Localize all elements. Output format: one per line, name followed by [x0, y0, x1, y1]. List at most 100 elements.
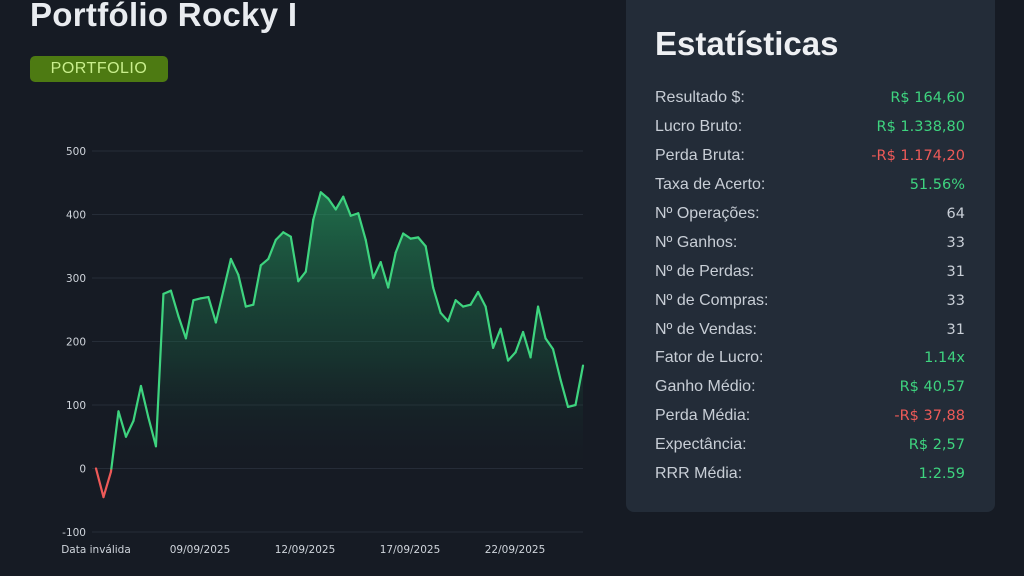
y-axis-ticks: 500 400 300 200 100 0 -100 [62, 146, 86, 539]
equity-line-segment [297, 270, 307, 283]
equity-line-segment [387, 251, 397, 289]
stat-row: Taxa de Acerto: 51.56% [655, 171, 965, 200]
equity-series [94, 191, 585, 499]
equity-line-segment [117, 410, 128, 438]
equity-line-segment [199, 295, 210, 300]
equity-line-segment [566, 403, 577, 409]
equity-line-segment [424, 245, 435, 289]
stat-label: Taxa de Acerto: [655, 176, 766, 194]
stat-row: Resultado $: R$ 164,60 [655, 84, 965, 113]
equity-line-segment [244, 303, 255, 308]
stat-label: Nº Ganhos: [655, 233, 738, 251]
y-tick-label: 200 [66, 337, 86, 349]
stat-row: Nº Ganhos: 33 [655, 228, 965, 257]
stat-value: R$ 2,57 [908, 437, 965, 454]
equity-chart: 500 400 300 200 100 0 -100 Data inválida 09/09/… [0, 120, 610, 576]
equity-area-fill [96, 192, 583, 469]
y-tick-label: 0 [79, 464, 86, 476]
equity-line-segment [394, 232, 405, 254]
equity-line-segment [417, 236, 427, 248]
equity-line-segment [334, 195, 345, 211]
equity-line-segment [132, 384, 143, 422]
equity-line-segment [229, 257, 240, 276]
x-tick-label: 17/09/2025 [380, 544, 441, 556]
y-tick-label: 400 [66, 210, 86, 222]
stat-value: -R$ 1.174,20 [871, 148, 965, 165]
stat-row: Fator de Lucro: 1.14x [655, 344, 965, 373]
equity-line-segment [432, 286, 442, 315]
stat-value: 64 [946, 206, 965, 222]
y-tick-label: 500 [66, 146, 86, 158]
stat-row: Perda Bruta: -R$ 1.174,20 [655, 142, 965, 171]
equity-line-segment [372, 261, 382, 280]
stat-row: Nº de Compras: 33 [655, 286, 965, 315]
equity-line-segment [342, 195, 352, 217]
page-title: Portfólio Rocky I [30, 0, 298, 33]
equity-line-segment [267, 238, 277, 261]
equity-line-segment [469, 290, 480, 306]
x-tick-label: 12/09/2025 [275, 544, 336, 556]
equity-chart-svg: 500 400 300 200 100 0 -100 Data inválida 09/09/… [61, 146, 585, 556]
stat-value: 31 [946, 263, 965, 280]
equity-line-segment [259, 257, 270, 267]
equity-line-segment [559, 378, 570, 409]
stat-value: R$ 40,57 [899, 379, 965, 396]
stat-value: 33 [946, 234, 965, 251]
equity-line-segment [102, 470, 113, 499]
equity-line-segment [154, 292, 165, 448]
stat-label: Resultado $: [655, 89, 745, 107]
x-tick-label: 09/09/2025 [170, 544, 231, 556]
equity-line-segment [544, 337, 555, 351]
equity-line-segment [177, 315, 188, 340]
y-tick-label: 300 [66, 273, 86, 285]
equity-line-segment [462, 303, 472, 308]
equity-line-segment [319, 191, 330, 200]
equity-line-segment [289, 235, 300, 283]
equity-line-segment [237, 273, 247, 308]
equity-line-segment [252, 264, 262, 306]
equity-line-segment [379, 261, 390, 289]
stat-row: Nº de Vendas: 31 [655, 315, 965, 344]
stat-row: Perda Média: -R$ 37,88 [655, 402, 965, 431]
stat-label: Nº Operações: [655, 205, 760, 222]
equity-line-segment [110, 410, 120, 470]
equity-line-segment [514, 330, 525, 354]
stat-value: 31 [946, 321, 965, 338]
stat-label: RRR Média: [655, 465, 743, 483]
equity-line-segment [454, 299, 465, 308]
stat-label: Expectância: [655, 436, 747, 454]
equity-line-segment [521, 330, 532, 359]
equity-line-segment [147, 416, 158, 448]
y-tick-label: 100 [66, 400, 86, 412]
y-tick-label: -100 [62, 527, 86, 539]
equity-line-segment [447, 299, 457, 323]
stat-value: R$ 164,60 [890, 90, 965, 107]
equity-line-segment [274, 231, 285, 242]
stat-label: Lucro Bruto: [655, 118, 743, 136]
stats-title: Estatísticas [655, 25, 839, 62]
equity-line-segment [124, 419, 135, 438]
equity-line-segment [551, 348, 562, 381]
equity-line-segment [499, 327, 510, 362]
stat-row: RRR Média: 1:2.59 [655, 460, 965, 489]
equity-line-segment [162, 289, 173, 295]
equity-line-segment [491, 327, 502, 349]
stat-label: Nº de Compras: [655, 291, 769, 309]
stat-value: 1:2.59 [918, 466, 965, 483]
equity-line-segment [409, 236, 420, 240]
portfolio-badge[interactable]: PORTFOLIO [30, 56, 168, 82]
stat-row: Expectância: R$ 2,57 [655, 431, 965, 460]
stat-label: Nº de Vendas: [655, 320, 757, 338]
equity-line-segment [312, 191, 322, 221]
stat-value: -R$ 37,88 [894, 408, 965, 425]
stat-value: 51.56% [909, 177, 965, 194]
equity-line-segment [484, 305, 495, 349]
equity-line-segment [327, 197, 337, 211]
stat-row: Nº Operações: 64 [655, 200, 965, 229]
equity-line-segment [139, 384, 150, 419]
equity-line-segment [357, 212, 367, 242]
stat-row: Lucro Bruto: R$ 1.338,80 [655, 113, 965, 142]
equity-line-segment [529, 305, 540, 359]
stat-value: 33 [946, 292, 965, 309]
equity-line-segment [574, 364, 585, 407]
